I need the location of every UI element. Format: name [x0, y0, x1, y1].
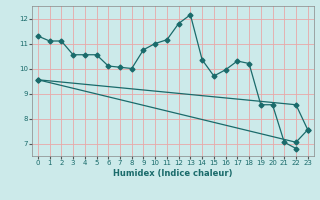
X-axis label: Humidex (Indice chaleur): Humidex (Indice chaleur)	[113, 169, 233, 178]
